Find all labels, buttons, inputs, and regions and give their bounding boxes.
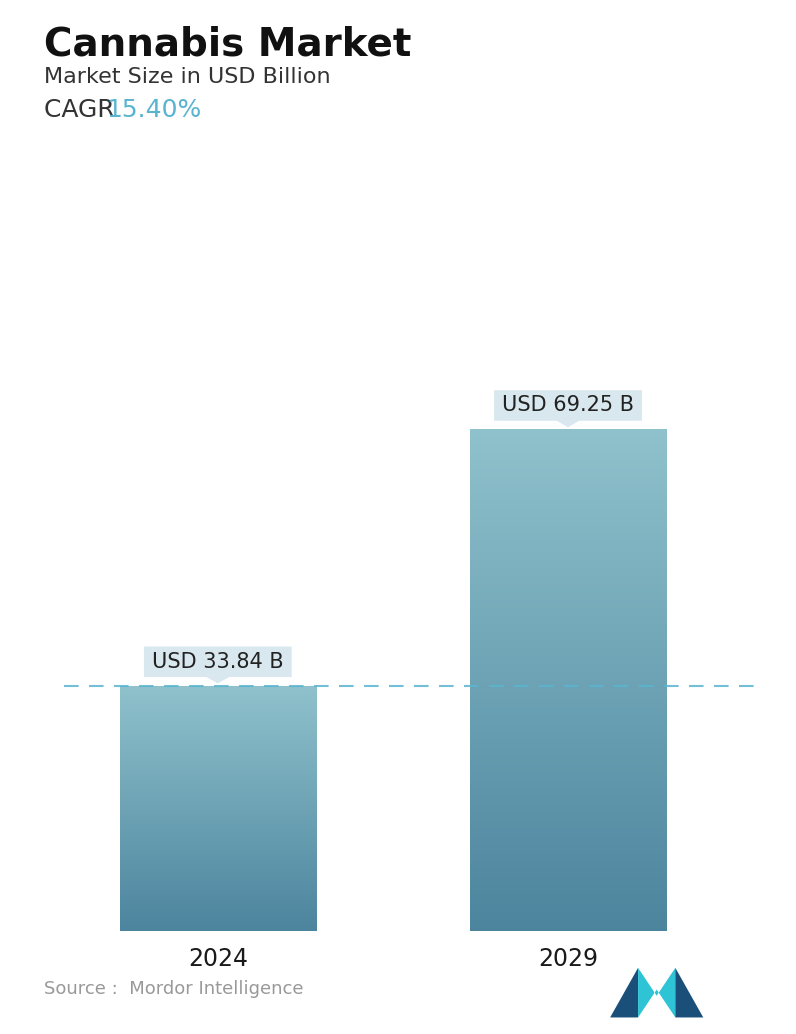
Polygon shape xyxy=(611,968,638,1017)
Polygon shape xyxy=(675,968,704,1017)
FancyBboxPatch shape xyxy=(494,390,642,421)
Text: Cannabis Market: Cannabis Market xyxy=(44,26,412,64)
Polygon shape xyxy=(205,676,230,683)
Polygon shape xyxy=(638,968,675,1017)
Text: CAGR: CAGR xyxy=(44,98,131,122)
Text: USD 33.84 B: USD 33.84 B xyxy=(152,651,283,672)
Text: Market Size in USD Billion: Market Size in USD Billion xyxy=(44,67,330,87)
Text: Source :  Mordor Intelligence: Source : Mordor Intelligence xyxy=(44,980,303,998)
Polygon shape xyxy=(556,420,580,427)
Text: 15.40%: 15.40% xyxy=(106,98,201,122)
FancyBboxPatch shape xyxy=(144,646,291,677)
Text: USD 69.25 B: USD 69.25 B xyxy=(502,395,634,416)
